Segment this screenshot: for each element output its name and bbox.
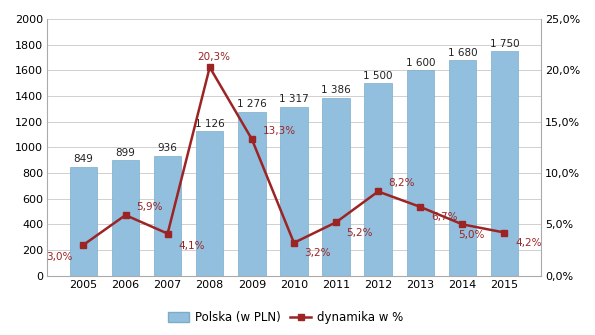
Bar bbox=[154, 155, 181, 276]
Text: 13,3%: 13,3% bbox=[262, 126, 296, 136]
Text: 4,2%: 4,2% bbox=[515, 238, 541, 248]
Text: 1 600: 1 600 bbox=[406, 58, 435, 68]
Text: 936: 936 bbox=[158, 143, 177, 153]
Bar bbox=[491, 51, 518, 276]
Bar bbox=[238, 112, 265, 276]
Text: 20,3%: 20,3% bbox=[198, 52, 230, 62]
Bar bbox=[196, 131, 223, 276]
Bar bbox=[322, 98, 350, 276]
Bar bbox=[112, 160, 139, 276]
Text: 1 500: 1 500 bbox=[364, 71, 393, 81]
Bar bbox=[70, 167, 97, 276]
Text: 1 386: 1 386 bbox=[321, 85, 351, 95]
Text: 1 126: 1 126 bbox=[195, 119, 224, 129]
Legend: Polska (w PLN), dynamika w %: Polska (w PLN), dynamika w % bbox=[163, 307, 408, 329]
Text: 1 276: 1 276 bbox=[237, 99, 267, 109]
Text: 3,2%: 3,2% bbox=[305, 248, 331, 258]
Text: 3,0%: 3,0% bbox=[46, 252, 73, 262]
Text: 4,1%: 4,1% bbox=[178, 241, 205, 251]
Text: 5,2%: 5,2% bbox=[346, 227, 373, 238]
Text: 8,2%: 8,2% bbox=[389, 178, 415, 188]
Text: 5,0%: 5,0% bbox=[458, 229, 484, 240]
Text: 899: 899 bbox=[115, 148, 136, 158]
Bar bbox=[449, 60, 476, 276]
Text: 1 750: 1 750 bbox=[490, 39, 519, 49]
Text: 6,7%: 6,7% bbox=[431, 212, 458, 222]
Bar bbox=[406, 70, 434, 276]
Text: 5,9%: 5,9% bbox=[136, 202, 162, 212]
Bar bbox=[365, 83, 392, 276]
Text: 849: 849 bbox=[73, 154, 93, 164]
Text: 1 317: 1 317 bbox=[279, 94, 309, 104]
Bar bbox=[280, 107, 308, 276]
Text: 1 680: 1 680 bbox=[447, 48, 477, 58]
